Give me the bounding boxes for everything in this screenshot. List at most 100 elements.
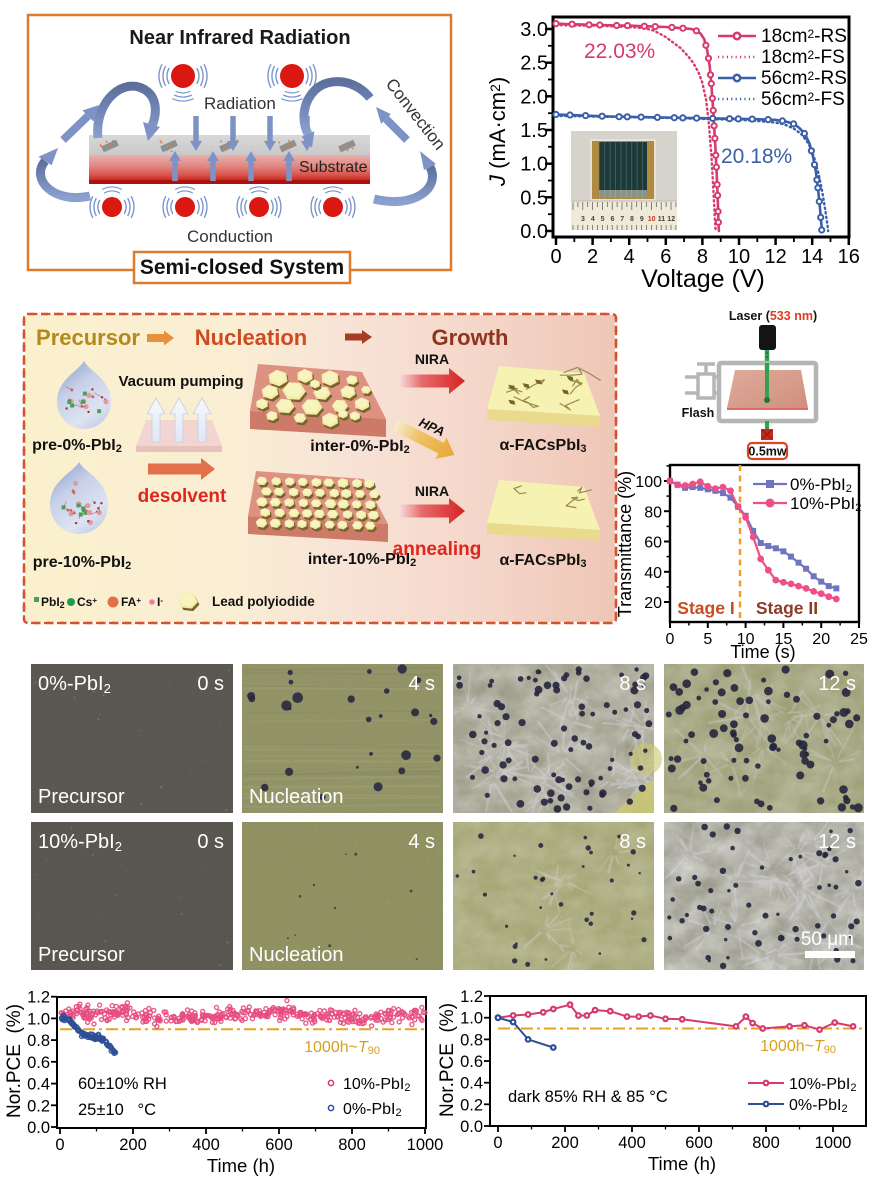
svg-text:400: 400 [192, 1136, 220, 1154]
svg-text:10%-PbI2: 10%-PbI2 [343, 1076, 411, 1094]
svg-text:12 s: 12 s [818, 831, 856, 853]
svg-text:inter-0%-PbI2: inter-0%-PbI2 [310, 438, 409, 456]
svg-text:10%-PbI2: 10%-PbI2 [38, 831, 122, 854]
svg-text:Time (h): Time (h) [648, 1153, 716, 1174]
svg-text:0.8: 0.8 [460, 1031, 483, 1049]
svg-text:80: 80 [644, 504, 662, 521]
svg-text:6: 6 [660, 246, 671, 268]
svg-text:0 s: 0 s [197, 673, 224, 695]
svg-text:4: 4 [624, 246, 635, 268]
svg-text:40: 40 [644, 565, 662, 582]
svg-text:PbI2: PbI2 [41, 595, 65, 610]
svg-text:800: 800 [338, 1136, 366, 1154]
svg-text:10: 10 [737, 631, 755, 648]
svg-text:Voltage (V): Voltage (V) [641, 265, 765, 293]
svg-text:8: 8 [697, 246, 708, 268]
svg-text:56cm2-RS: 56cm2-RS [761, 68, 847, 89]
svg-text:NIRA: NIRA [415, 483, 449, 499]
svg-text:1.0: 1.0 [520, 154, 548, 176]
svg-text:11: 11 [658, 216, 666, 223]
svg-text:60: 60 [644, 535, 662, 552]
svg-text:5: 5 [703, 631, 712, 648]
svg-text:1.5: 1.5 [520, 120, 548, 142]
svg-text:10: 10 [728, 246, 750, 268]
svg-text:Growth: Growth [432, 325, 509, 350]
svg-text:8: 8 [630, 216, 634, 223]
svg-text:1000: 1000 [407, 1136, 444, 1154]
svg-text:Time (s): Time (s) [730, 642, 795, 662]
svg-text:5: 5 [601, 216, 605, 223]
svg-text:Laser (533 nm): Laser (533 nm) [729, 309, 817, 323]
svg-text:50 μm: 50 μm [801, 929, 854, 950]
svg-text:14: 14 [801, 246, 823, 268]
svg-text:0.2: 0.2 [460, 1096, 483, 1114]
svg-text:1.2: 1.2 [460, 988, 483, 1006]
svg-text:20: 20 [812, 631, 830, 648]
svg-text:1.2: 1.2 [27, 989, 50, 1007]
svg-text:0%-PbI2: 0%-PbI2 [789, 1097, 848, 1115]
svg-text:desolvent: desolvent [138, 486, 227, 507]
svg-text:0.5mw: 0.5mw [748, 445, 786, 459]
svg-text:Lead polyiodide: Lead polyiodide [212, 594, 315, 609]
svg-text:22.03%: 22.03% [584, 40, 655, 63]
svg-text:Near Infrared Radiation: Near Infrared Radiation [129, 27, 350, 49]
svg-text:1000: 1000 [815, 1134, 852, 1152]
svg-text:0.4: 0.4 [27, 1076, 50, 1094]
svg-text:60±10% RH: 60±10% RH [78, 1075, 167, 1093]
svg-text:pre-0%-PbI2: pre-0%-PbI2 [32, 437, 122, 455]
svg-text:Stage II: Stage II [756, 598, 818, 618]
svg-text:10%-PbI2: 10%-PbI2 [790, 494, 861, 514]
svg-text:0.0: 0.0 [520, 221, 548, 243]
svg-text:Precursor: Precursor [36, 325, 140, 350]
svg-text:inter-10%-PbI2: inter-10%-PbI2 [308, 551, 416, 569]
svg-text:3.0: 3.0 [520, 19, 548, 41]
svg-text:Vacuum pumping: Vacuum pumping [118, 373, 243, 390]
svg-text:10%-PbI2: 10%-PbI2 [789, 1076, 857, 1094]
svg-text:56cm2-FS: 56cm2-FS [761, 89, 845, 110]
svg-text:400: 400 [618, 1134, 646, 1152]
svg-text:20: 20 [644, 595, 662, 612]
svg-text:Nucleation: Nucleation [249, 944, 344, 966]
svg-text:0: 0 [493, 1134, 502, 1152]
svg-text:8 s: 8 s [619, 673, 646, 695]
svg-text:200: 200 [551, 1134, 579, 1152]
svg-text:Radiation: Radiation [204, 94, 276, 113]
svg-text:annealing: annealing [393, 539, 482, 560]
svg-text:Nor.PCE (%): Nor.PCE (%) [437, 1003, 458, 1117]
svg-text:Substrate: Substrate [299, 159, 368, 176]
svg-text:800: 800 [752, 1134, 780, 1152]
svg-text:0: 0 [55, 1136, 64, 1154]
svg-text:1.0: 1.0 [460, 1010, 483, 1028]
svg-text:FA+: FA+ [121, 595, 141, 609]
svg-text:2.5: 2.5 [520, 53, 548, 75]
svg-text:10: 10 [648, 216, 656, 223]
svg-text:18cm2-RS: 18cm2-RS [761, 26, 847, 47]
svg-text:1000h~T90: 1000h~T90 [760, 1038, 836, 1056]
svg-text:12: 12 [764, 246, 786, 268]
svg-text:0.8: 0.8 [27, 1032, 50, 1050]
svg-text:7: 7 [620, 216, 624, 223]
svg-text:4 s: 4 s [408, 831, 435, 853]
svg-text:600: 600 [265, 1136, 293, 1154]
svg-text:0: 0 [550, 246, 561, 268]
svg-text:2.0: 2.0 [520, 86, 548, 108]
svg-text:Time (h): Time (h) [207, 1155, 275, 1176]
svg-text:Stage I: Stage I [677, 598, 734, 618]
svg-text:25: 25 [850, 631, 868, 648]
svg-text:0.4: 0.4 [460, 1075, 483, 1093]
svg-text:Precursor: Precursor [38, 944, 125, 966]
svg-text:Precursor: Precursor [38, 786, 125, 808]
svg-text:600: 600 [685, 1134, 713, 1152]
svg-text:8 s: 8 s [619, 831, 646, 853]
svg-text:18cm2-FS: 18cm2-FS [761, 47, 845, 68]
svg-text:Transmittance (%): Transmittance (%) [615, 471, 635, 617]
svg-text:0%-PbI2: 0%-PbI2 [38, 673, 111, 696]
svg-text:α-FACsPbI3: α-FACsPbI3 [499, 437, 586, 455]
svg-text:0%-PbI2: 0%-PbI2 [790, 475, 852, 495]
svg-text:dark 85% RH & 85 °C: dark 85% RH & 85 °C [508, 1088, 668, 1106]
svg-text:4 s: 4 s [408, 673, 435, 695]
svg-text:0.2: 0.2 [27, 1097, 50, 1115]
svg-text:Cs+: Cs+ [77, 595, 97, 609]
svg-text:16: 16 [838, 246, 860, 268]
svg-text:9: 9 [640, 216, 644, 223]
